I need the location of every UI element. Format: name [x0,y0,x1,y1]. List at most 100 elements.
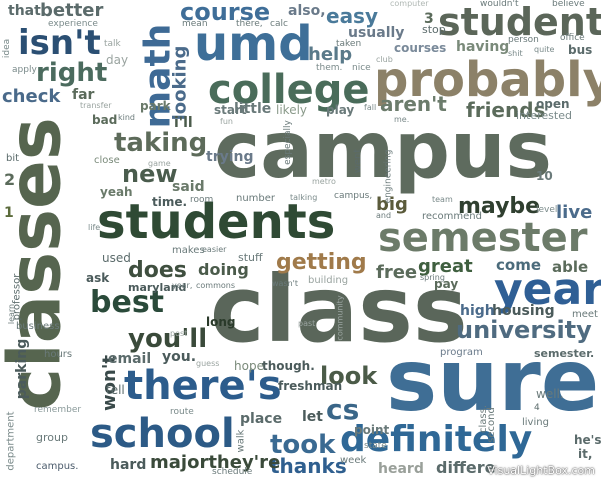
cloud-word: there, [236,19,263,29]
cloud-word: campus. [36,461,79,472]
cloud-word: kind [118,113,136,122]
cloud-word: 2 [4,170,16,189]
cloud-word: talk [104,39,121,49]
cloud-word: live [556,202,593,223]
cloud-word: majorthey're [150,452,281,473]
cloud-word: heard [378,461,424,477]
cloud-word: long [206,315,236,329]
cloud-word: quite [534,45,555,54]
cloud-word: place [240,411,283,427]
cloud-word: you'll [128,324,208,354]
cloud-word: game [148,159,171,168]
cloud-word: campus [214,106,552,196]
cloud-word: walk [235,429,247,453]
cloud-word: experience [48,19,98,29]
cloud-word: park [140,99,171,113]
cloud-word: students [97,194,336,250]
cloud-word: likely [276,103,308,117]
cloud-word: check [2,86,61,107]
cloud-word: learn [7,303,17,325]
cloud-word: schedule [212,467,253,477]
cloud-word: differe [436,458,496,477]
cloud-word: sure [386,331,600,431]
cloud-word: big [376,194,408,215]
cloud-word: time. [152,195,188,209]
cloud-word: able [552,258,589,276]
cloud-word: year [494,264,601,315]
cloud-word: 10 [536,169,553,183]
cloud-word: bad [92,113,118,127]
cloud-word: hope [234,359,264,373]
cloud-word: went [352,148,364,174]
cloud-word: club [376,55,393,64]
cloud-word: thanks [270,454,347,478]
cloud-word: university [456,316,592,344]
cloud-word: you. [162,349,197,365]
cloud-word: shit [508,49,523,58]
cloud-word: group [36,431,68,444]
cloud-word: housing [492,303,555,319]
cloud-word: building [308,275,349,286]
cloud-word: college [208,67,370,113]
cloud-word: hard [110,457,147,473]
cloud-word: week [340,455,367,466]
cloud-word: wouldn't [480,0,519,9]
cloud-word: wasn't [272,279,299,288]
cloud-word: far [72,87,95,103]
cloud-word: interested [516,109,572,122]
cloud-word: makes [172,245,205,256]
cloud-word: apply [12,65,37,75]
cloud-word: guess [196,359,220,368]
cloud-word: parking [14,338,31,400]
cloud-word: usually [348,25,405,41]
cloud-word: point [354,423,390,437]
cloud-word: life [88,223,101,232]
cloud-word: also, [288,3,326,19]
cloud-word: semester [378,215,588,261]
cloud-word: maryland [128,281,187,294]
cloud-word: close [94,155,120,166]
cloud-word: start [214,103,247,117]
cloud-word: there's [124,363,282,409]
cloud-word: course [180,0,271,26]
cloud-word: state [364,441,387,451]
cloud-word: fun [220,117,233,126]
cloud-word: tell [106,383,125,397]
cloud-word: person [508,35,539,45]
cloud-word: he's [574,433,601,447]
cloud-word: used [102,251,131,265]
cloud-word: definitely [340,419,533,460]
cloud-word: believe [552,0,585,9]
cloud-word: freshman [278,379,343,393]
cloud-word: well. [536,387,564,401]
cloud-word: day [106,53,129,67]
cloud-word: engineering [383,149,394,204]
cloud-word: level [536,205,558,215]
cloud-word: easier [202,245,227,254]
cloud-word: little [234,101,272,117]
cloud-word: aren't [380,92,447,116]
cloud-word: though. [262,359,315,373]
cloud-word: 1 [4,205,14,221]
cloud-word: living [522,417,549,428]
cloud-word: looking [169,45,191,121]
cloud-word: does [128,258,187,283]
cloud-word: umd [194,16,313,72]
cloud-word: me. [394,115,410,124]
cloud-word: commons [196,281,236,290]
cloud-word: high [460,303,495,319]
cloud-word: campus, [334,191,373,201]
cloud-word: especially [282,120,293,165]
cloud-word: taking [114,128,208,158]
cloud-word: program [440,347,483,358]
cloud-word: stop [422,23,446,36]
cloud-word: right [36,58,108,88]
cloud-word: computer [390,0,429,8]
cloud-word: new [122,160,178,188]
cloud-word: them. [316,63,343,73]
cloud-word: talking [290,193,318,202]
cloud-word: meet [572,309,598,320]
cloud-word: hours [44,349,73,360]
cloud-word: maybe [458,194,541,219]
